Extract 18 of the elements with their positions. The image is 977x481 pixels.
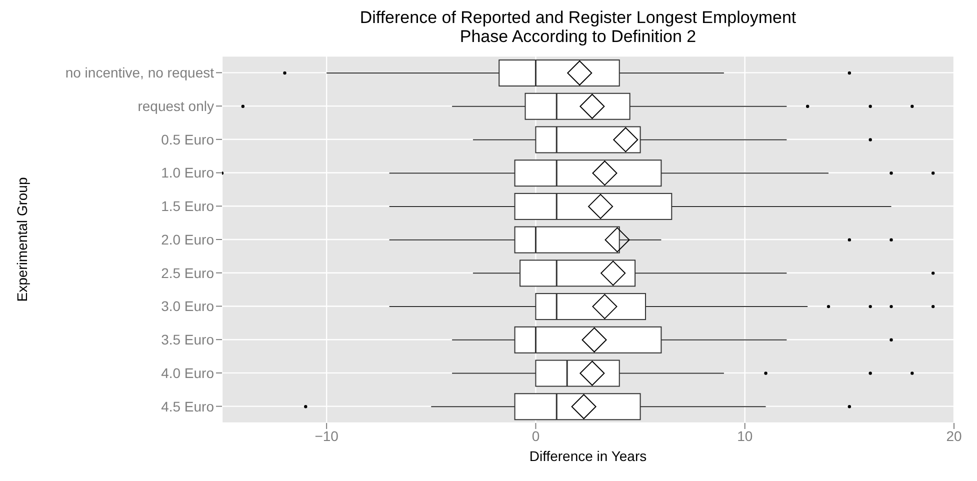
y-tick-label: request only xyxy=(138,98,214,114)
y-tick-label: 0.5 Euro xyxy=(161,131,214,148)
y-tick-label: 3.5 Euro xyxy=(161,332,214,348)
y-tick-label: 2.5 Euro xyxy=(161,264,214,281)
y-tick-label: 1.5 Euro xyxy=(161,198,214,214)
x-tick-label: 0 xyxy=(532,428,540,444)
y-tick-label: 1.0 Euro xyxy=(161,164,214,181)
x-tick-label: −10 xyxy=(314,428,339,444)
y-tick-label: 2.0 Euro xyxy=(161,231,214,248)
x-tick-label: 10 xyxy=(737,428,753,444)
x-axis-title: Difference in Years xyxy=(529,448,647,464)
y-tick-label: 4.5 Euro xyxy=(161,398,214,414)
chart-title: Difference of Reported and Register Longest Employment Phase According to Definition 2 xyxy=(358,8,798,46)
x-tick-label: 20 xyxy=(946,428,962,444)
y-tick-label: 4.0 Euro xyxy=(161,364,214,381)
y-axis-title: Experimental Group xyxy=(14,177,30,302)
y-tick-label: 3.0 Euro xyxy=(161,298,214,314)
y-tick-label: no incentive, no request xyxy=(65,64,214,81)
